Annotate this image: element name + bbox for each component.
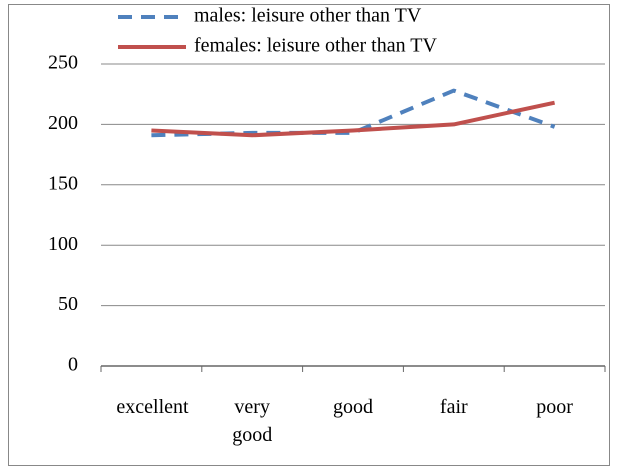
y-tick-label: 0: [68, 354, 78, 376]
x-tick-label: good: [333, 396, 373, 418]
y-tick-label: 150: [48, 172, 78, 194]
chart-frame: [8, 4, 610, 466]
x-tick-label: fair: [439, 396, 468, 418]
legend-label: females: leisure other than TV: [194, 35, 437, 57]
y-tick-label: 50: [58, 293, 78, 315]
series-line: [151, 88, 556, 138]
series-line: [151, 100, 556, 138]
x-tick-label: excellent: [116, 396, 189, 418]
y-tick-label: 250: [48, 52, 78, 74]
x-tick-label: very good: [232, 396, 273, 446]
y-tick-label: 100: [48, 233, 78, 255]
y-tick-label: 200: [48, 112, 78, 134]
legend-label: males: leisure other than TV: [194, 5, 422, 27]
x-tick-label: poor: [536, 396, 573, 418]
